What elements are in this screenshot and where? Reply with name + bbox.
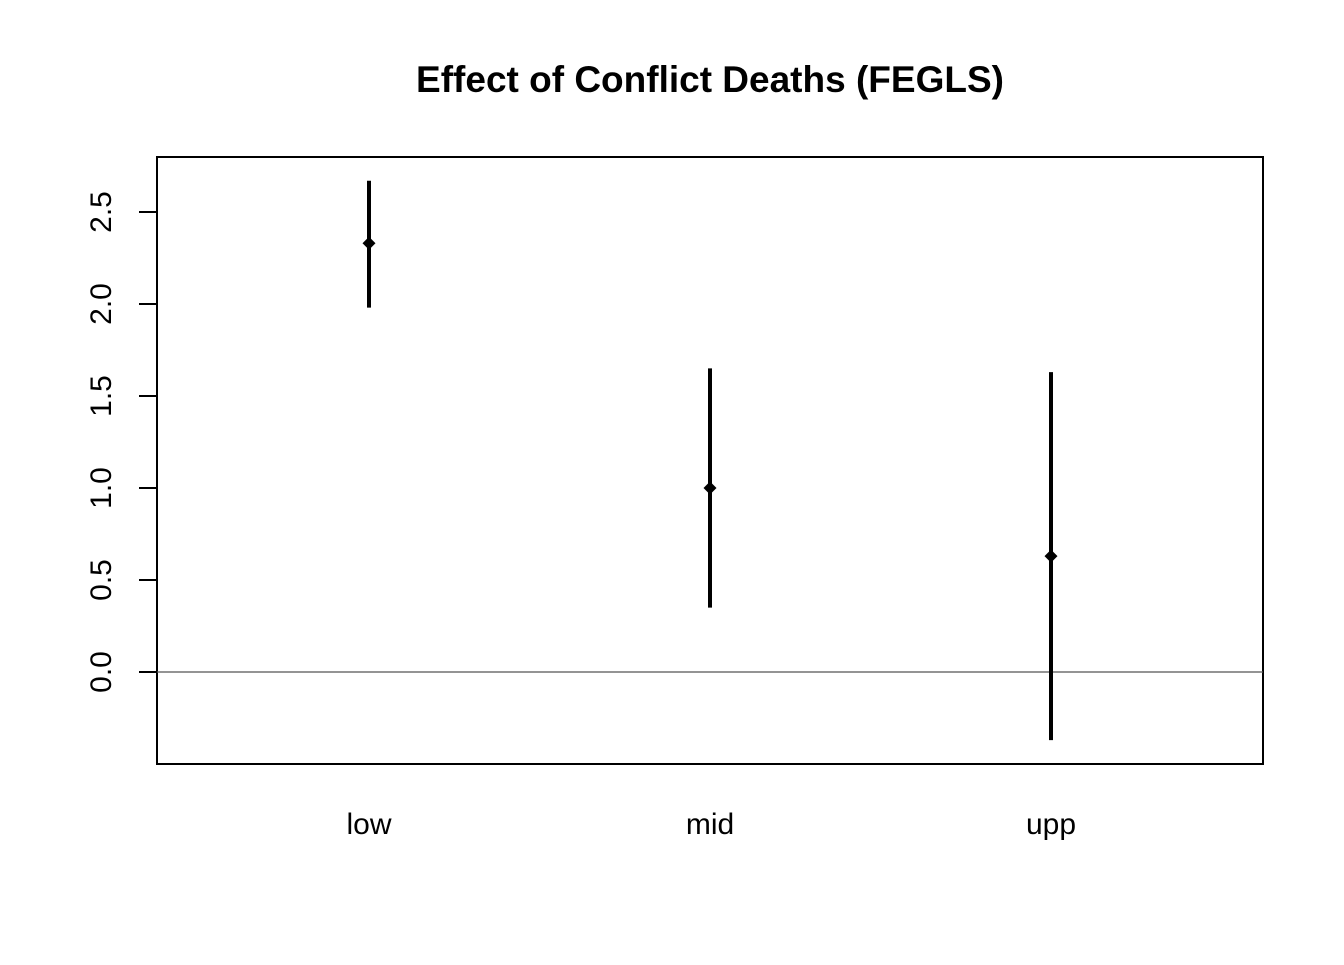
y-tick-label: 0.0 (85, 651, 118, 693)
chart-title: Effect of Conflict Deaths (FEGLS) (416, 59, 1004, 100)
interval-group (367, 180, 1053, 741)
y-tick-label: 1.0 (85, 467, 118, 509)
y-axis: 0.0 0.5 1.0 1.5 2.0 2.5 (85, 191, 158, 693)
point-estimate-upp (1044, 549, 1058, 563)
x-category-label: upp (1026, 808, 1076, 841)
point-estimate-mid (703, 481, 717, 495)
point-group (362, 236, 1058, 563)
y-tick-label: 1.5 (85, 375, 118, 417)
y-tick-label: 0.5 (85, 559, 118, 601)
y-tick-label: 2.5 (85, 191, 118, 233)
x-axis-labels: low mid upp (346, 808, 1076, 841)
x-category-label: mid (686, 808, 734, 841)
y-tick-label: 2.0 (85, 283, 118, 325)
x-category-label: low (346, 808, 391, 841)
point-estimate-low (362, 236, 376, 250)
